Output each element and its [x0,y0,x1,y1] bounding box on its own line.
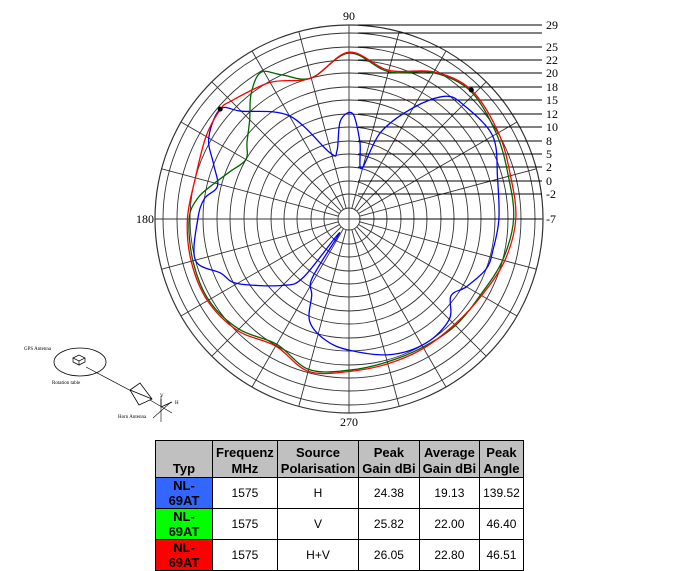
grid-spoke [180,121,340,214]
grid-spoke [351,31,400,209]
grid-spoke [356,81,487,212]
angle-label-180: 180 [136,212,154,226]
column-header: Frequenz MHz [212,440,278,478]
grid-spoke [359,221,537,270]
column-header: Peak Angle [479,440,524,478]
radial-tick-label: 18 [546,80,558,94]
radial-tick-label: 8 [546,134,552,148]
radial-tick-label: 15 [546,93,558,107]
radial-tick-label: 2 [546,160,552,174]
table-cell: H [276,477,360,509]
table-cell: 139.52 [479,477,524,509]
series-line-1 [188,52,515,373]
grid-spoke [354,228,447,388]
grid-spoke [358,121,518,214]
measurement-setup-diagram: GPS Antenna Rotation table Horn Antenna … [24,347,179,422]
table-cell: 46.40 [479,508,524,540]
v-label: V [160,394,164,399]
series-line-0 [193,95,500,356]
table-cell: 24.38 [358,477,420,509]
horn-antenna-label: Horn Antenna [118,415,147,420]
rotation-table-label: Rotation table [52,381,81,386]
table-cell: 1575 [212,477,278,509]
grid-spoke [351,229,400,407]
table-cell: 22.80 [418,539,481,571]
column-header: Source Polarisation [276,440,360,478]
peak-marker [468,87,474,93]
radial-tick-label: -7 [546,212,556,226]
angle-label-270: 270 [340,415,358,429]
grid-spoke [161,168,339,217]
grid-spoke [211,226,342,357]
grid-spoke [251,228,344,388]
table-cell: 1575 [212,539,278,571]
table-cell: 1575 [212,508,278,540]
grid-spoke [358,224,518,317]
table-cell: 19.13 [418,477,481,509]
angle-label-90: 90 [343,9,355,23]
table-cell: 25.82 [358,508,420,540]
series-curves [186,51,517,375]
table-row: NL-69AT 1575 H+V 26.05 22.80 46.51 [155,539,524,571]
radial-tick-label: 10 [546,120,558,134]
results-table: Typ Frequenz MHz Source Polarisation Peak Gain… [155,440,524,571]
h-label: H [175,401,179,406]
radial-tick-label: 5 [546,147,552,161]
type-cell: NL-69AT [155,477,213,509]
radial-tick-label: 29 [546,18,558,32]
radial-tick-label: 12 [546,107,558,121]
table-row: NL-69AT 1575 V 25.82 22.00 46.40 [155,508,524,540]
grid-spoke [356,226,487,357]
table-header-row: Typ Frequenz MHz Source Polarisation Peak Gain… [155,440,524,478]
grid-spoke [354,50,447,210]
grid-spoke [298,31,347,209]
column-header: Peak Gain dBi [358,440,420,478]
radial-tick-label: 22 [546,53,558,67]
grid-spoke [298,229,347,407]
radial-tick-label: 0 [546,174,552,188]
radial-tick-label: 20 [546,66,558,80]
table-cell: 22.00 [418,508,481,540]
grid-spoke [251,50,344,210]
radial-tick-label: -2 [546,187,556,201]
table-cell: 26.05 [358,539,420,571]
table-row: NL-69AT 1575 H 24.38 19.13 139.52 [155,477,524,509]
grid-spoke [211,81,342,212]
grid-spoke [359,168,537,217]
table-cell: 46.51 [479,539,524,571]
type-cell: NL-69AT [155,508,213,540]
gps-antenna-label: GPS Antenna [24,347,52,352]
column-header: Typ [155,440,213,478]
table-cell: V [276,508,360,540]
type-cell: NL-69AT [155,539,213,571]
column-header: Average Gain dBi [418,440,481,478]
peak-marker [217,106,223,112]
radial-tick-label: 25 [546,40,558,54]
table-cell: H+V [276,539,360,571]
series-line-2 [186,51,517,375]
